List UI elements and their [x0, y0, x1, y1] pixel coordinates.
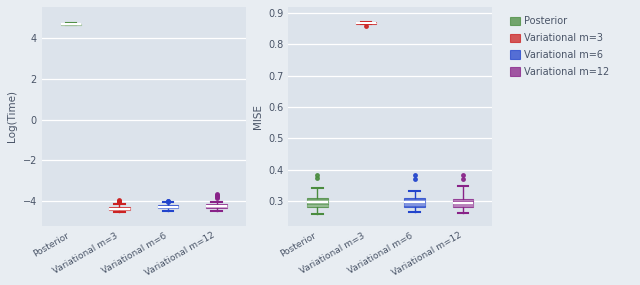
Y-axis label: MISE: MISE [253, 104, 262, 129]
PathPatch shape [206, 204, 227, 207]
PathPatch shape [453, 200, 474, 207]
PathPatch shape [61, 24, 81, 25]
PathPatch shape [307, 198, 328, 207]
PathPatch shape [109, 207, 130, 210]
Y-axis label: Log(Time): Log(Time) [7, 90, 17, 142]
PathPatch shape [404, 198, 425, 207]
PathPatch shape [158, 205, 178, 208]
Legend: Posterior, Variational m=3, Variational m=6, Variational m=12: Posterior, Variational m=3, Variational … [504, 11, 616, 83]
PathPatch shape [356, 22, 376, 24]
